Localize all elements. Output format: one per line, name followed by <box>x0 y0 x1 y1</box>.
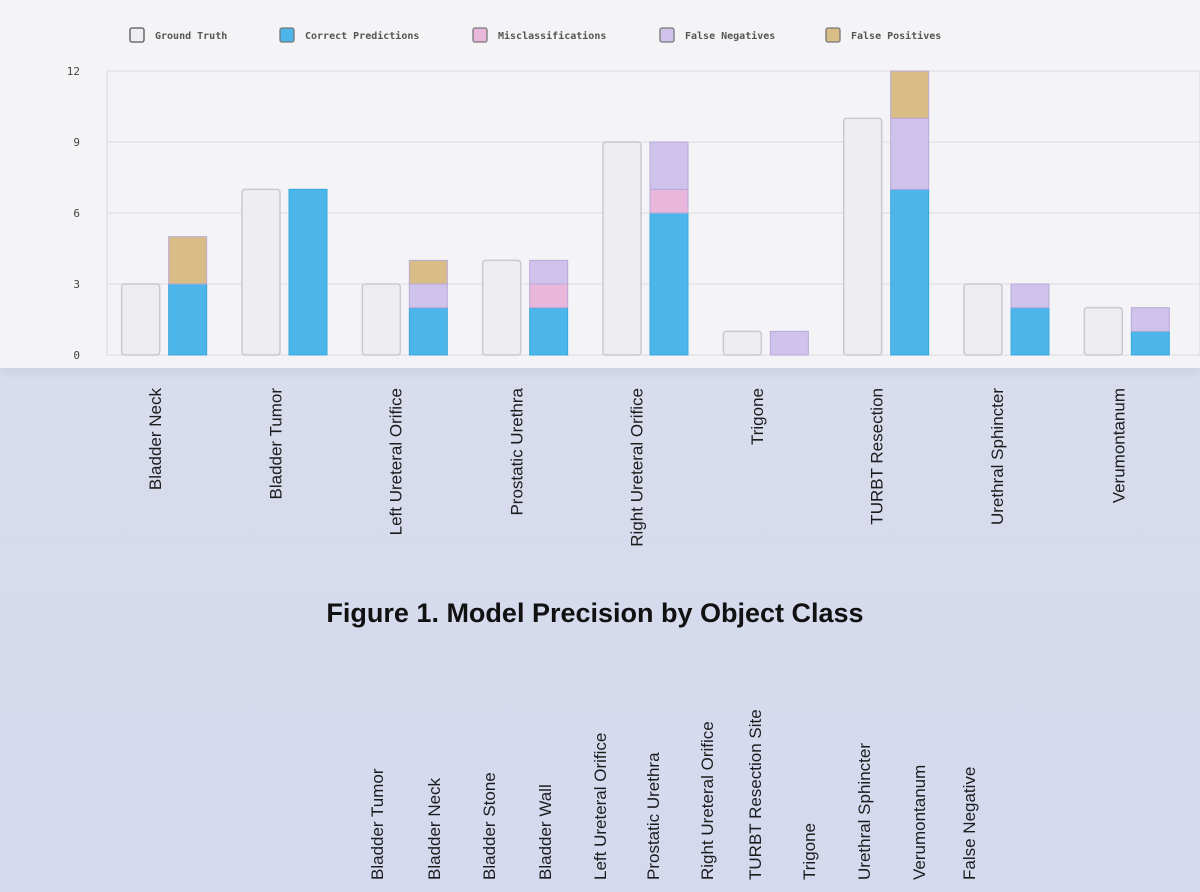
legend-swatch <box>825 27 841 43</box>
bar-correct-predictions <box>890 188 930 356</box>
bar-false-negatives <box>529 259 569 285</box>
y-tick-label: 6 <box>73 207 80 220</box>
x-tick-label-text: TURBT Resection <box>868 388 888 525</box>
x-tick-label-text: Right Ureteral Orifice <box>627 388 647 547</box>
bar-ground-truth <box>602 141 642 356</box>
bottom-label-text: Verumontanum <box>910 764 929 880</box>
legend-label: Misclassifications <box>498 30 606 42</box>
bottom-label-text: Right Ureteral Orifice <box>698 721 717 880</box>
bottom-label-text: Left Ureteral Orifice <box>591 732 610 880</box>
legend-swatch <box>659 27 675 43</box>
x-tick-label-text: Left Ureteral Orifice <box>386 388 406 536</box>
x-tick-label-text: Trigone <box>747 388 767 446</box>
bar-false-negatives <box>649 141 689 190</box>
bar-ground-truth <box>120 283 161 356</box>
bar-ground-truth <box>842 117 883 356</box>
bottom-label-text: Bladder Neck <box>425 777 444 880</box>
bar-ground-truth <box>361 283 402 356</box>
bottom-label-text: Bladder Stone <box>480 772 499 880</box>
legend-label: False Positives <box>851 30 941 42</box>
bar-false-negatives <box>408 283 448 309</box>
bar-false-negatives <box>1010 283 1050 309</box>
bar-false-positives <box>408 259 448 285</box>
bar-ground-truth <box>722 330 763 356</box>
figure-caption: Figure 1. Model Precision by Object Clas… <box>326 598 864 628</box>
bar-misclassifications <box>649 188 689 214</box>
bottom-label-text: Bladder Tumor <box>368 768 387 881</box>
legend-label: Correct Predictions <box>305 30 419 42</box>
bar-correct-predictions <box>1130 330 1170 356</box>
bar-correct-predictions <box>288 188 328 356</box>
bar-ground-truth <box>481 259 522 356</box>
bottom-label-text: Urethral Sphincter <box>855 742 874 880</box>
x-tick-label-text: Bladder Neck <box>146 388 166 491</box>
y-tick-label: 3 <box>73 278 80 291</box>
bottom-label-text: Bladder Wall <box>536 784 555 880</box>
bar-ground-truth <box>1083 306 1124 356</box>
bottom-label-text: Trigone <box>800 822 819 880</box>
legend-swatch <box>129 27 145 43</box>
y-tick-label: 12 <box>67 65 80 78</box>
bar-correct-predictions <box>529 307 569 356</box>
bar-correct-predictions <box>168 283 208 356</box>
bar-correct-predictions <box>1010 307 1050 356</box>
bar-ground-truth <box>241 188 281 356</box>
bar-false-positives <box>890 70 930 119</box>
x-tick-label-text: Urethral Sphincter <box>988 388 1008 526</box>
bar-correct-predictions <box>408 307 448 356</box>
x-tick-label-text: Verumontanum <box>1108 388 1128 504</box>
bar-false-negatives <box>769 330 809 356</box>
bar-false-negatives <box>890 117 930 190</box>
y-tick-label: 0 <box>73 349 80 362</box>
bar-ground-truth <box>963 283 1003 356</box>
bar-false-negatives <box>1130 307 1170 332</box>
bottom-label-text: TURBT Resection Site <box>746 709 765 880</box>
bottom-label-text: False Negative <box>960 766 979 880</box>
legend-swatch <box>472 27 488 43</box>
bottom-label-text: Prostatic Urethra <box>644 752 663 880</box>
legend-label: False Negatives <box>685 30 775 42</box>
x-tick-label-text: Bladder Tumor <box>266 388 286 500</box>
legend-label: Ground Truth <box>155 31 227 42</box>
y-tick-label: 9 <box>73 136 80 149</box>
bar-misclassifications <box>529 283 569 309</box>
x-tick-label-text: Prostatic Urethra <box>507 388 527 516</box>
bar-false-positives <box>168 236 208 285</box>
bar-correct-predictions <box>649 212 689 356</box>
stacked-bar-chart: 0 3 6 9 12 Ground Truth Correct Predictions Mis… <box>67 27 1200 362</box>
legend-swatch <box>279 27 295 43</box>
